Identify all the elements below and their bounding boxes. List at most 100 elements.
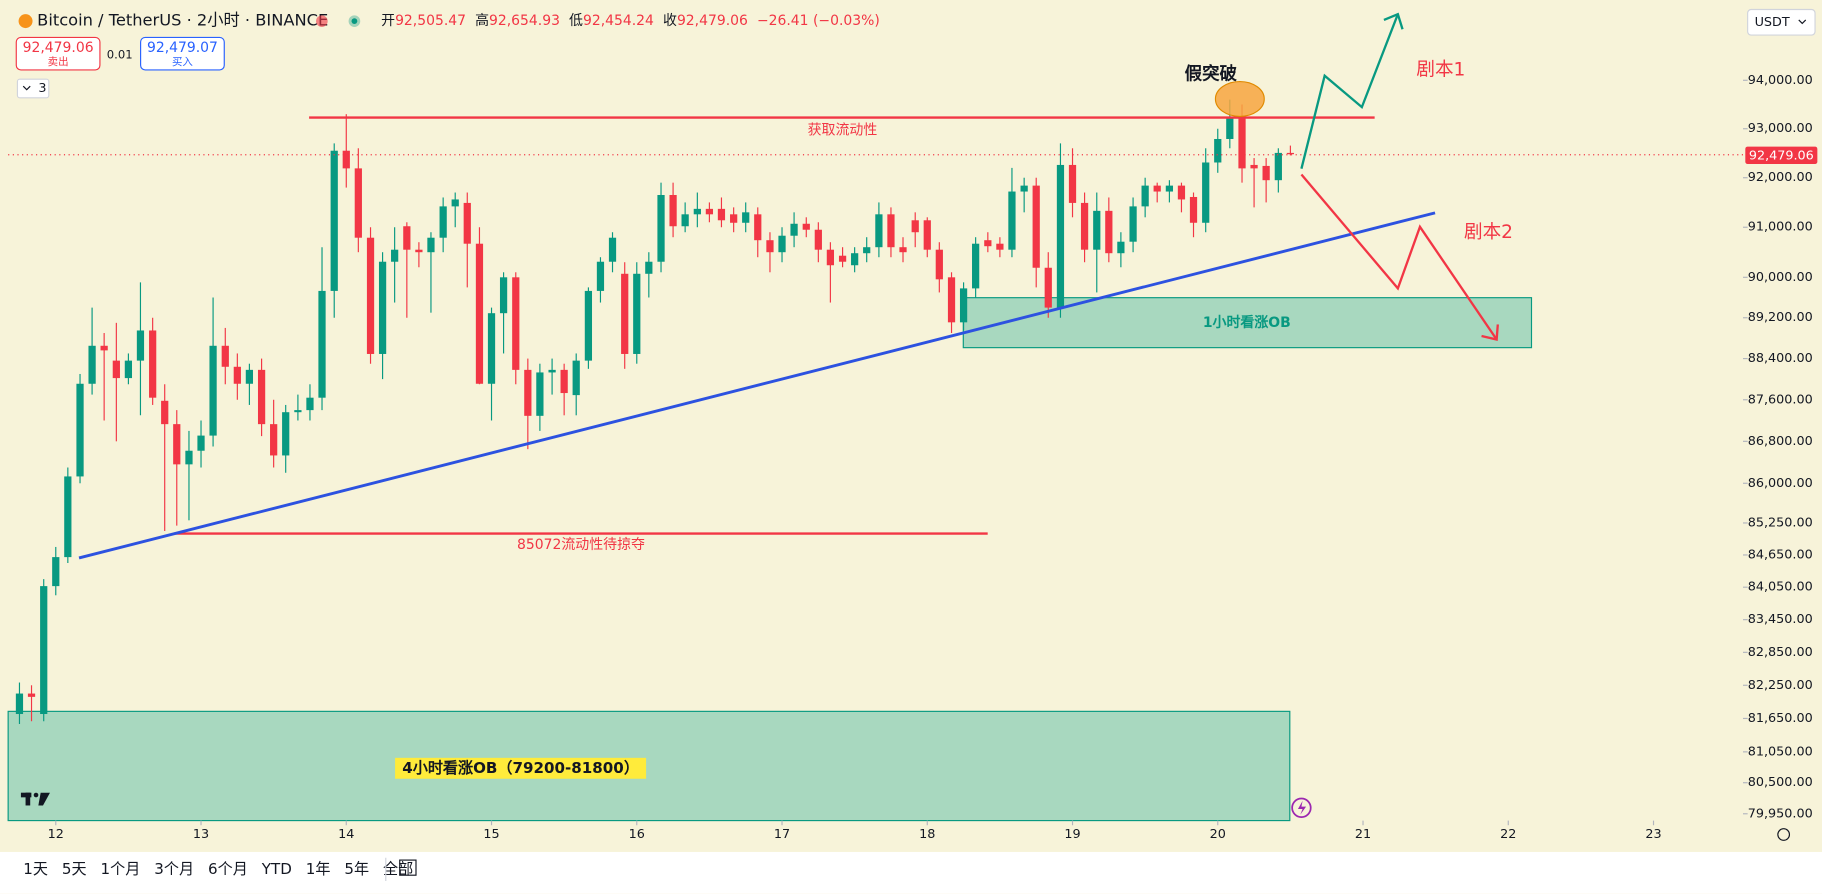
y-tick-label: 86,000.00 (1748, 476, 1813, 491)
y-tick-label: 84,050.00 (1748, 580, 1813, 595)
candle-body (1226, 118, 1234, 139)
indicator-count: 3 (38, 81, 46, 96)
y-tick-label: 84,650.00 (1748, 547, 1813, 562)
x-tick-label: 23 (1645, 827, 1661, 842)
y-tick-label: 92,000.00 (1748, 170, 1813, 185)
candle-body (826, 249, 835, 266)
ohlc-label: 高 (475, 12, 489, 29)
y-tick-label: 88,400.00 (1748, 351, 1813, 366)
range-button[interactable]: 5天 (62, 860, 87, 878)
candle-body (391, 249, 399, 262)
candle-body (560, 369, 568, 394)
x-tick-label: 21 (1355, 827, 1371, 842)
x-tick-label: 22 (1500, 827, 1516, 842)
candle-body (1214, 138, 1222, 163)
range-button[interactable]: 1年 (306, 860, 331, 878)
y-tick-label: 82,850.00 (1748, 645, 1813, 660)
currency: USDT (1755, 15, 1790, 30)
alert-icon[interactable] (1291, 797, 1312, 818)
candle-body (790, 223, 798, 236)
candle-body (621, 273, 629, 354)
candle-body (875, 214, 883, 248)
sell-price: 92,479.06 (23, 40, 94, 56)
candle-body (1008, 191, 1016, 250)
buy-label: 买入 (172, 56, 193, 68)
range-button[interactable]: 5年 (344, 860, 369, 878)
candle-body (451, 199, 459, 207)
x-tick-label: 16 (629, 827, 645, 842)
candle-body (911, 220, 919, 233)
range-button[interactable]: 1个月 (101, 860, 141, 878)
drawings: 获取流动性 85072流动性待掠夺 1小时看涨OB 4小时看涨OB（79200-… (8, 12, 1743, 818)
currency-select[interactable] (1747, 8, 1816, 36)
x-tick-label: 14 (338, 827, 354, 842)
candle-body (1032, 185, 1040, 268)
logo-part (25, 792, 31, 806)
logo (20, 792, 50, 806)
candle-body (161, 400, 169, 425)
candle-body (1093, 210, 1101, 250)
candle-body (221, 345, 229, 367)
candle-body (512, 277, 520, 370)
candle-body (608, 237, 617, 262)
candle-body (1153, 185, 1161, 192)
settings-icon[interactable] (1777, 828, 1791, 841)
range-button[interactable]: 6个月 (208, 860, 248, 878)
indicator-toggle[interactable] (16, 78, 50, 99)
candle-body (705, 208, 714, 215)
annotation: 剧本1 (1416, 59, 1465, 80)
ohlc-label: 收 (663, 13, 677, 29)
date-range-icon[interactable] (399, 859, 417, 876)
range-button[interactable]: 3个月 (154, 860, 194, 878)
y-tick-label: 82,250.00 (1748, 678, 1813, 693)
candle-body (524, 369, 532, 416)
range-button[interactable]: 1天 (23, 860, 48, 878)
candle-body (233, 366, 241, 384)
candles (15, 99, 1295, 724)
candle-body (778, 235, 786, 253)
candle-body (330, 150, 338, 291)
y-tick-label: 89,200.00 (1748, 310, 1813, 325)
arrow-head (1383, 12, 1404, 30)
sell-button[interactable] (15, 36, 101, 71)
ob-1h-zone (962, 297, 1533, 349)
y-tick-label: 87,600.00 (1748, 392, 1813, 407)
candle-body (245, 369, 254, 384)
y-tick-label: 91,000.00 (1748, 220, 1813, 235)
symbol[interactable]: Bitcoin / TetherUS · 2小时 · BINANCE (37, 11, 328, 30)
candle-body (1044, 267, 1052, 308)
candle-body (427, 237, 435, 253)
ohlc-label: 低 (569, 13, 583, 29)
range-button[interactable]: YTD (261, 860, 292, 878)
candle-body (197, 435, 205, 451)
x-tick-label: 18 (919, 827, 935, 842)
candle-body (342, 150, 350, 169)
annotation: 85072流动性待掠夺 (517, 537, 645, 553)
buy-button[interactable] (140, 36, 225, 71)
candle-body (209, 345, 217, 436)
logo-part (38, 792, 50, 806)
candle-body (742, 212, 750, 223)
buy-price: 92,479.07 (147, 40, 218, 56)
candle-body (1068, 164, 1077, 203)
candle-body (536, 372, 544, 416)
x-tick-label: 17 (774, 827, 790, 842)
trend-line (78, 211, 1436, 560)
candle-body (851, 253, 859, 266)
x-tick-label: 19 (1064, 827, 1080, 842)
range-button[interactable]: 全部 (383, 860, 413, 878)
candle-body (1274, 152, 1282, 181)
ob-4h-zone (7, 710, 1291, 822)
candle-body (887, 214, 895, 248)
candle-body (282, 412, 290, 456)
candle-body (64, 476, 72, 558)
ohlc: 开92,505.47 高92,654.93 低92,454.24 收92,479… (381, 12, 880, 29)
candle-body (1262, 165, 1270, 181)
candle-body (959, 288, 968, 323)
toolbar-items: 1天 5天 1个月 3个月 6个月 YTD 1年 5年 全部 (23, 860, 413, 878)
y-tick-label: 80,500.00 (1748, 775, 1813, 790)
candle-body (439, 206, 447, 238)
candle-body (1056, 164, 1065, 308)
annotation: 假突破 (1185, 64, 1238, 85)
